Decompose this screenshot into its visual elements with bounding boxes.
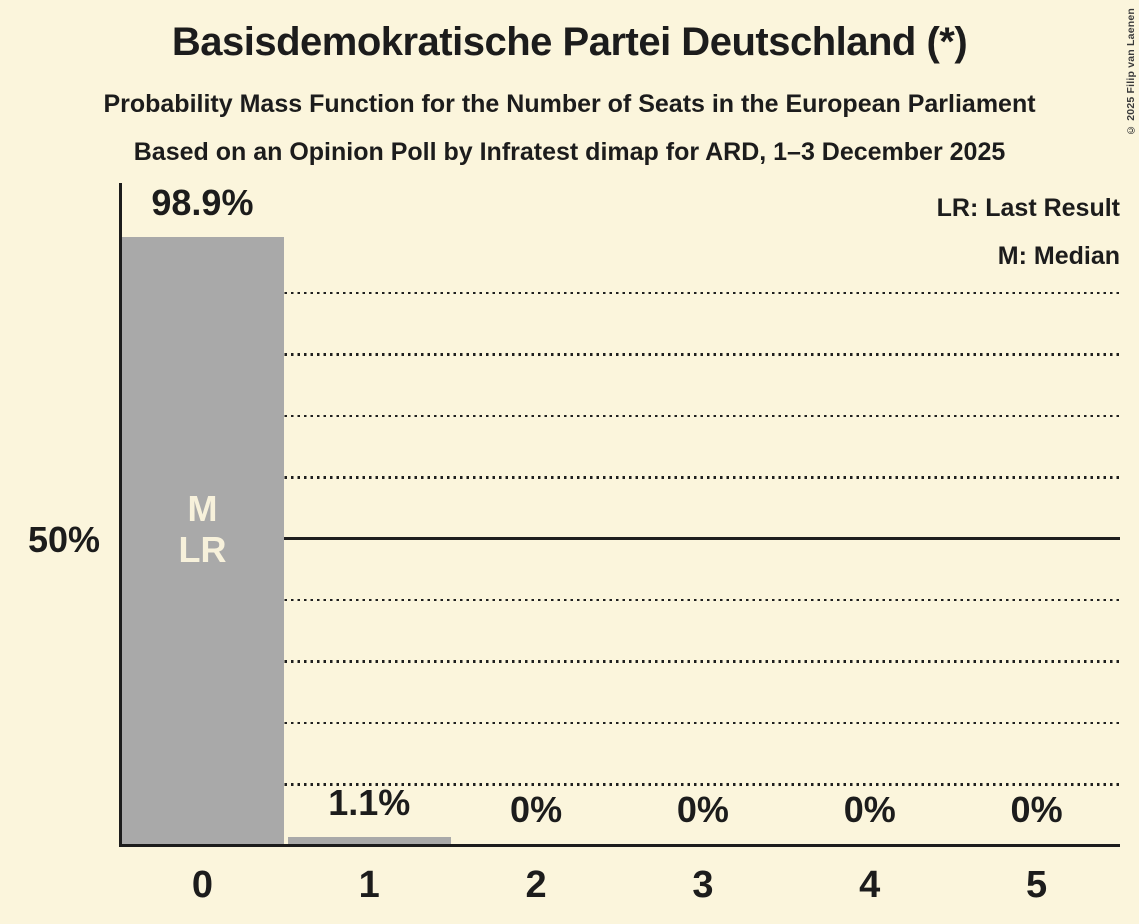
- bar-median-lastresult-label: M LR: [121, 488, 284, 570]
- legend-median: M: Median: [997, 242, 1120, 270]
- legend: LR: Last Result M: Median: [937, 184, 1120, 280]
- chart-title: Basisdemokratische Partei Deutschland (*…: [171, 20, 968, 64]
- y-axis-50-label: 50%: [27, 519, 100, 560]
- bar-value-label-seats-0: 98.9%: [151, 182, 254, 223]
- gridline-30pct: [122, 660, 1120, 663]
- bar-value-label-seats-5: 0%: [1010, 789, 1063, 830]
- bar-value-label-seats-4: 0%: [843, 789, 896, 830]
- bar-annotation-line: LR: [178, 529, 227, 570]
- bar-value-label-seats-1: 1.1%: [328, 782, 411, 823]
- bar-annotation-line: M: [187, 488, 218, 529]
- copyright-note: © 2025 Filip van Laenen: [1125, 8, 1137, 137]
- x-tick-label-0: 0: [191, 864, 213, 906]
- bar-seats-1: [287, 837, 451, 844]
- gridline-40pct: [122, 598, 1120, 602]
- plot-area: M LR 98.9% 0 1.1% 1 0% 2 0% 3 0% 4 0% 5: [119, 182, 1120, 906]
- x-tick-label-2: 2: [525, 864, 547, 906]
- y-axis-line: [119, 183, 122, 847]
- gridline-70pct: [122, 414, 1120, 418]
- gridline-50pct-solid: [122, 537, 1120, 540]
- bar-value-label-seats-3: 0%: [676, 789, 729, 830]
- bar-value-label-seats-2: 0%: [510, 789, 563, 830]
- x-tick-label-4: 4: [859, 864, 881, 906]
- chart-source-line: Based on an Opinion Poll by Infratest di…: [133, 138, 1006, 166]
- legend-last-result: LR: Last Result: [936, 194, 1120, 222]
- gridline-80pct: [122, 353, 1120, 356]
- bar-seats-0: M LR: [121, 237, 285, 844]
- gridline-10pct: [122, 783, 1120, 786]
- x-tick-label-5: 5: [1026, 864, 1048, 906]
- x-tick-label-1: 1: [358, 864, 380, 906]
- x-tick-label-3: 3: [692, 864, 714, 906]
- gridline-90pct: [122, 291, 1120, 295]
- gridline-60pct: [122, 476, 1120, 479]
- gridline-20pct: [122, 721, 1120, 725]
- chart-subtitle: Probability Mass Function for the Number…: [103, 90, 1036, 118]
- x-axis-line: [119, 844, 1120, 847]
